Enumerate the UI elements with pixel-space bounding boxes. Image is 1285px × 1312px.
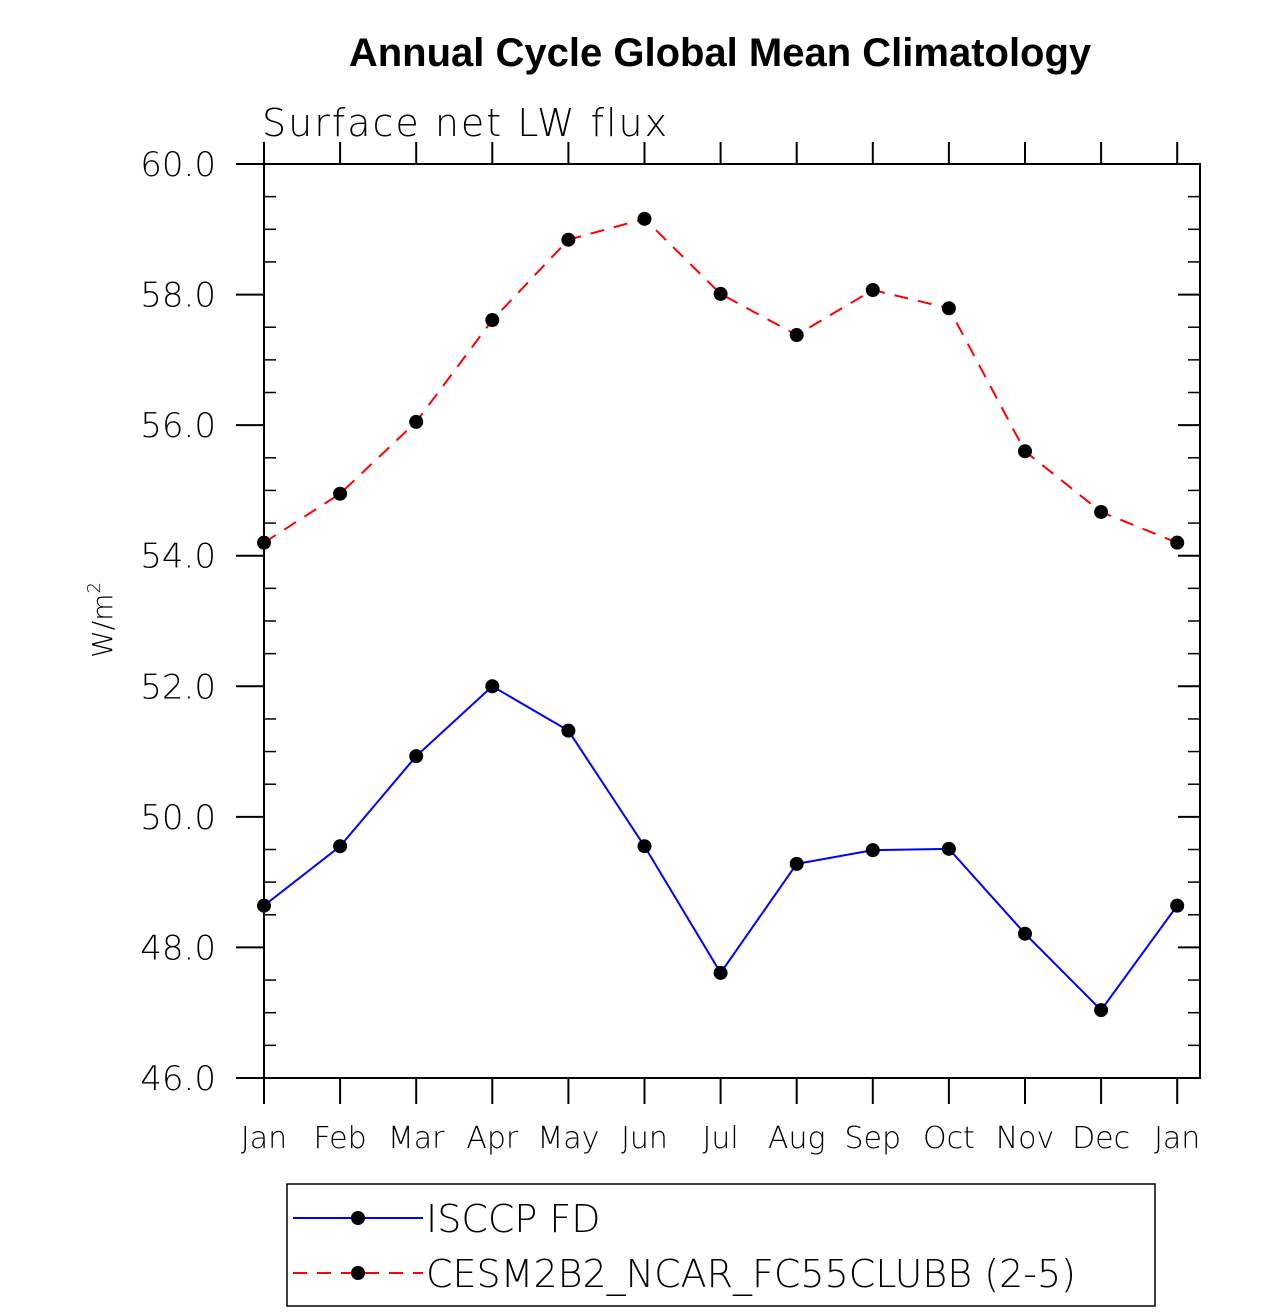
data-point-series-1 [713,286,728,301]
data-point-series-0 [409,749,424,764]
data-point-series-0 [561,723,576,738]
legend-marker-cesm [351,1266,365,1280]
data-point-series-0 [865,843,880,858]
x-tick-label: Jan [241,1121,287,1156]
data-point-series-1 [561,232,576,247]
x-tick-label: Sep [845,1121,902,1156]
data-point-series-0 [637,839,652,854]
x-tick-label: Jun [621,1121,668,1156]
data-point-series-0 [1094,1003,1109,1018]
x-tick-label: Feb [314,1121,367,1156]
data-point-series-1 [637,211,652,226]
data-point-series-1 [941,301,956,316]
y-tick-label: 46.0 [140,1059,216,1099]
y-axis-label-text: W/m [86,594,119,658]
legend-label-cesm: CESM2B2_NCAR_FC55CLUBB (2-5) [426,1252,1076,1297]
y-tick-label: 48.0 [140,928,216,968]
y-tick-label: 52.0 [140,667,216,707]
x-tick-label: Dec [1072,1121,1130,1156]
chart-subtitle: Surface net LW flux [262,101,669,145]
x-tick-label: Nov [996,1121,1055,1156]
data-point-series-0 [789,856,804,871]
data-point-series-0 [713,965,728,980]
data-point-series-1 [333,486,348,501]
series-line-1 [263,217,1178,544]
y-axis-label: W/m2 [84,582,119,658]
data-point-series-0 [257,898,271,913]
x-tick-label: Oct [923,1121,975,1156]
chart-title: Annual Cycle Global Mean Climatology [349,31,1092,75]
data-point-series-1 [1094,504,1109,519]
data-point-series-0 [485,679,500,694]
y-axis-label-superscript: 2 [84,582,105,593]
data-point-series-0 [1170,898,1185,913]
y-tick-label: 56.0 [140,406,216,446]
data-point-series-1 [485,313,500,328]
data-point-series-1 [1018,444,1032,459]
legend-box [286,1183,1156,1307]
x-tick-label: Aug [768,1121,826,1156]
data-point-series-1 [865,283,880,298]
data-point-series-0 [333,839,348,854]
data-point-series-1 [409,414,424,429]
x-tick-label: Apr [466,1121,519,1156]
x-tick-label: Jul [702,1121,738,1156]
y-tick-label: 54.0 [140,537,216,577]
data-point-series-0 [941,841,956,856]
legend-label-isccp: ISCCP FD [426,1197,601,1241]
y-tick-label: 60.0 [140,145,216,185]
series-line-0 [263,685,1179,1012]
y-tick-label: 50.0 [140,798,216,838]
x-tick-label: Jan [1154,1121,1200,1156]
x-tick-label: May [537,1121,599,1156]
svg-text:W/m2: W/m2 [84,582,119,658]
data-point-series-1 [1170,535,1185,550]
data-point-series-1 [789,328,804,343]
y-tick-label: 58.0 [140,276,216,316]
legend: ISCCP FD CESM2B2_NCAR_FC55CLUBB (2-5) [286,1183,1156,1307]
x-tick-label: Mar [388,1121,445,1156]
data-point-series-1 [257,535,271,550]
legend-marker-isccp [351,1211,365,1225]
data-point-series-0 [1018,926,1032,941]
